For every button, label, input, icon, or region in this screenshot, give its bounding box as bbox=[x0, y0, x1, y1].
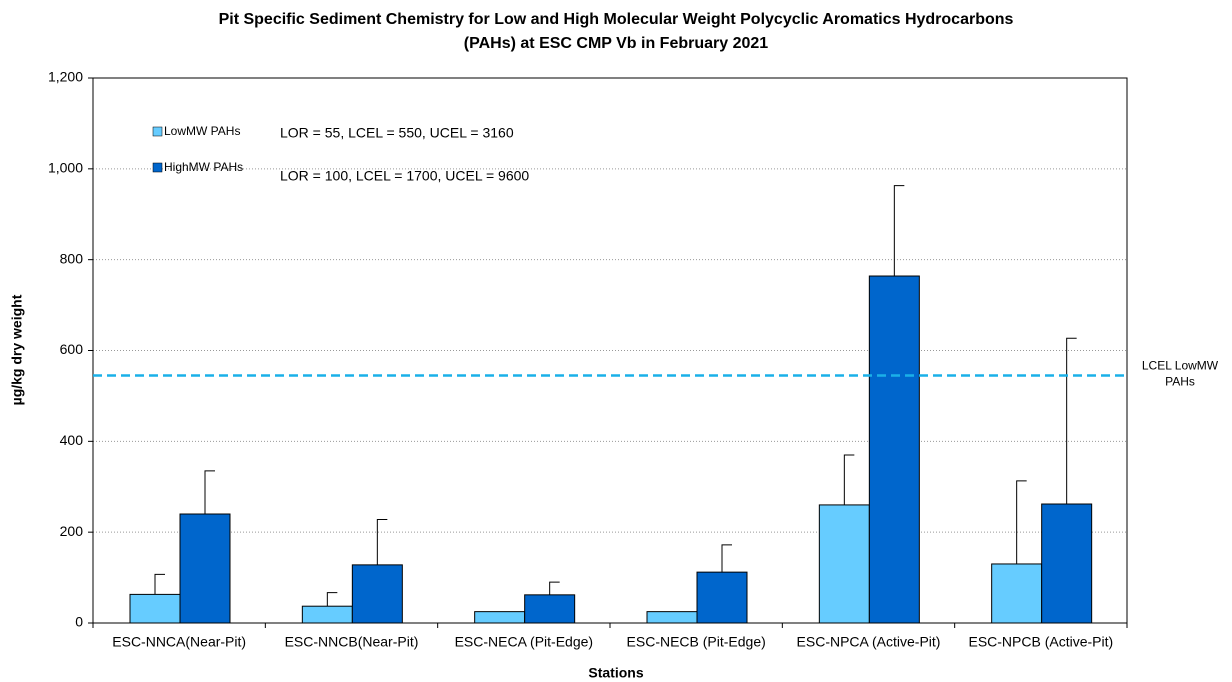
error-bar bbox=[549, 581, 560, 595]
error-bar bbox=[721, 544, 732, 573]
legend-swatch bbox=[152, 162, 163, 173]
legend-swatch bbox=[152, 126, 163, 137]
bar bbox=[696, 571, 748, 624]
bar bbox=[646, 611, 698, 624]
y-tick-label: 1,000 bbox=[48, 160, 83, 176]
y-axis-title: µg/kg dry weight bbox=[9, 294, 25, 405]
bar bbox=[1041, 503, 1093, 624]
legend-label: LowMW PAHs bbox=[164, 124, 240, 138]
y-tick-label: 200 bbox=[60, 523, 84, 539]
x-tick-label: ESC-NECA (Pit-Edge) bbox=[455, 634, 593, 650]
x-tick-label: ESC-NECB (Pit-Edge) bbox=[627, 634, 766, 650]
annotation: LOR = 100, LCEL = 1700, UCEL = 9600 bbox=[280, 168, 529, 184]
error-bar bbox=[376, 518, 388, 565]
error-bar bbox=[1066, 337, 1077, 505]
error-bar bbox=[154, 573, 165, 595]
y-tick-label: 600 bbox=[60, 341, 84, 357]
error-bar bbox=[326, 592, 338, 607]
y-tick-label: 800 bbox=[60, 250, 84, 266]
bar bbox=[301, 605, 353, 624]
error-bar bbox=[843, 454, 855, 505]
chart-title: Pit Specific Sediment Chemistry for Low … bbox=[219, 11, 1014, 28]
x-axis-title: Stations bbox=[588, 665, 643, 681]
bar bbox=[524, 594, 576, 624]
error-bar bbox=[1016, 480, 1027, 564]
x-tick-label: ESC-NNCA(Near-Pit) bbox=[112, 634, 246, 650]
bar bbox=[474, 611, 526, 624]
y-tick-label: 1,200 bbox=[48, 69, 83, 85]
reference-label: PAHs bbox=[1165, 375, 1195, 389]
y-tick-label: 0 bbox=[75, 614, 83, 630]
x-tick-label: ESC-NNCB(Near-Pit) bbox=[285, 634, 419, 650]
chart-title: (PAHs) at ESC CMP Vb in February 2021 bbox=[464, 35, 768, 52]
annotation: LOR = 55, LCEL = 550, UCEL = 3160 bbox=[280, 125, 514, 141]
bar bbox=[991, 563, 1043, 624]
x-tick-label: ESC-NPCA (Active-Pit) bbox=[797, 634, 941, 650]
error-bar bbox=[893, 185, 905, 277]
bar bbox=[818, 504, 870, 624]
reference-label: LCEL LowMW bbox=[1142, 359, 1219, 373]
y-tick-label: 400 bbox=[60, 432, 84, 448]
legend-label: HighMW PAHs bbox=[164, 160, 243, 174]
bar bbox=[351, 564, 403, 624]
error-bar bbox=[204, 470, 215, 514]
bar bbox=[868, 275, 920, 624]
bar bbox=[129, 593, 181, 624]
x-tick-label: ESC-NPCB (Active-Pit) bbox=[968, 634, 1113, 650]
bar bbox=[179, 513, 231, 624]
